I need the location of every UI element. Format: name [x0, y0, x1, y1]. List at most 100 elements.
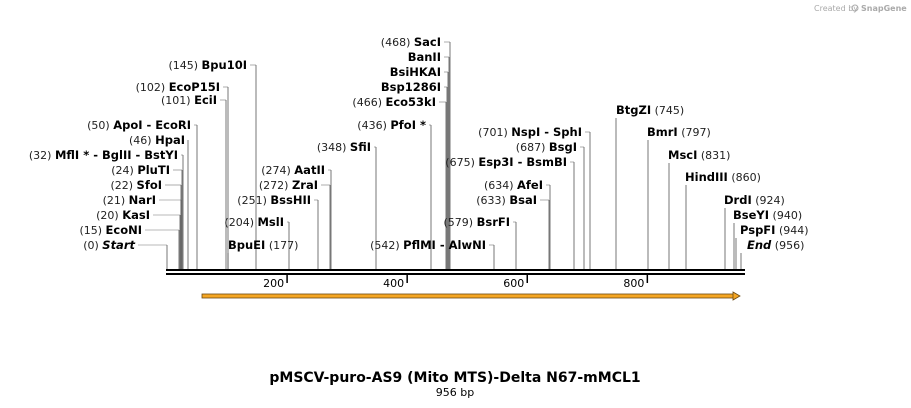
ruler-tick-label: 200	[263, 277, 284, 290]
site-label: (542) PflMI - AlwNI	[370, 238, 486, 252]
ruler-tick-label: 800	[623, 277, 644, 290]
cut-position: (940)	[769, 209, 802, 222]
site-label-text: BmrI (797)	[647, 125, 711, 139]
cut-position: (145)	[168, 59, 201, 72]
site-label: BanII	[408, 50, 441, 64]
feature-track	[201, 291, 741, 301]
enzyme-name: BsaI	[509, 193, 537, 207]
site-label-text: (468) SacI	[381, 35, 441, 49]
site-label: (102) EcoP15I	[136, 80, 220, 94]
cut-position: (251)	[237, 194, 270, 207]
cut-position: (956)	[771, 239, 804, 252]
enzyme-name: BsiHKAI	[390, 65, 441, 79]
map-length: 956 bp	[436, 386, 474, 399]
site-label-text: (101) EciI	[161, 93, 217, 107]
site-label-text: Bsp1286I	[381, 80, 441, 94]
site-label-text: BtgZI (745)	[616, 103, 684, 117]
site-label-text: (687) BsgI	[516, 140, 577, 154]
enzyme-name: ZraI	[292, 178, 318, 192]
site-label-text: (24) PluTI	[111, 163, 170, 177]
ruler-tick-label: 400	[383, 277, 404, 290]
enzyme-name: HindIII	[685, 170, 728, 184]
site-label-text: BpuEI (177)	[228, 238, 298, 252]
enzyme-name: KasI	[122, 208, 150, 222]
enzyme-name: Esp3I	[478, 155, 513, 169]
enzyme-name: SfoI	[137, 178, 162, 192]
cut-position: (860)	[728, 171, 761, 184]
site-label: (101) EciI	[161, 93, 217, 107]
enzyme-name: MscI	[668, 148, 697, 162]
site-separator: -	[143, 118, 156, 132]
site-separator: -	[540, 125, 553, 139]
enzyme-name: BmrI	[647, 125, 678, 139]
cut-position: (745)	[651, 104, 684, 117]
cut-position: (701)	[478, 126, 511, 139]
enzyme-name: BpuEI	[228, 238, 265, 252]
site-label: (466) Eco53kI	[352, 95, 436, 109]
site-label: (701) NspI - SphI	[478, 125, 582, 139]
enzyme-name: BglII	[102, 148, 132, 162]
cut-position: (101)	[161, 94, 194, 107]
site-label: End (956)	[747, 238, 804, 252]
enzyme-name: EcoP15I	[169, 80, 220, 94]
enzyme-name: End	[747, 238, 772, 252]
site-label: (675) Esp3I - BsmBI	[445, 155, 567, 169]
cut-position: (24)	[111, 164, 137, 177]
cut-position: (579)	[444, 216, 477, 229]
site-label: (579) BsrFI	[444, 215, 511, 229]
cut-position: (944)	[775, 224, 808, 237]
site-label-text: (46) HpaI	[129, 133, 185, 147]
site-label: BpuEI (177)	[228, 238, 298, 252]
cut-position: (797)	[678, 126, 711, 139]
site-label-text: (50) ApoI - EcoRI	[87, 118, 191, 132]
enzyme-name: MflI *	[55, 148, 89, 162]
site-label-text: (20) KasI	[96, 208, 150, 222]
enzyme-name: Eco53kI	[385, 95, 436, 109]
orf-feature-body	[201, 293, 735, 299]
site-label: (204) MslI	[224, 215, 284, 229]
site-label-text: (633) BsaI	[476, 193, 537, 207]
sequence-ruler	[166, 269, 745, 275]
enzyme-name: AatII	[294, 163, 325, 177]
enzyme-name: BsmBI	[526, 155, 567, 169]
site-label-text: (0) Start	[83, 238, 135, 252]
site-label-text: BsiHKAI	[390, 65, 441, 79]
site-label: (251) BssHII	[237, 193, 311, 207]
cut-position: (687)	[516, 141, 549, 154]
site-label: (32) MflI * - BglII - BstYI	[29, 148, 178, 162]
cut-position: (542)	[370, 239, 403, 252]
site-leader-lines	[138, 41, 742, 269]
ruler-ticks: 200 400 600 800	[263, 275, 649, 290]
cut-position: (102)	[136, 81, 169, 94]
enzyme-name: BsgI	[549, 140, 577, 154]
enzyme-name: ApoI	[113, 118, 142, 132]
site-label: DrdI (924)	[724, 193, 785, 207]
site-label-text: BanII	[408, 50, 441, 64]
enzyme-name: HpaI	[155, 133, 185, 147]
enzyme-name: AfeI	[517, 178, 543, 192]
site-label-text: PspFI (944)	[740, 223, 809, 237]
enzyme-name: BsrFI	[477, 215, 510, 229]
cut-position: (274)	[261, 164, 294, 177]
backbone-top-strand	[166, 269, 745, 271]
site-label: (20) KasI	[96, 208, 150, 222]
site-label: (468) SacI	[381, 35, 441, 49]
site-label: (22) SfoI	[110, 178, 162, 192]
site-label: BseYI (940)	[733, 208, 802, 222]
site-label-text: (542) PflMI - AlwNI	[370, 238, 486, 252]
site-label: (15) EcoNI	[79, 223, 142, 237]
site-label-text: (436) PfoI *	[357, 118, 426, 132]
site-label: (272) ZraI	[259, 178, 318, 192]
site-label: BtgZI (745)	[616, 103, 684, 117]
site-separator: -	[132, 148, 145, 162]
site-label-text: (675) Esp3I - BsmBI	[445, 155, 567, 169]
cut-position: (204)	[224, 216, 257, 229]
site-label: (687) BsgI	[516, 140, 577, 154]
cut-position: (348)	[317, 141, 350, 154]
site-label: (634) AfeI	[484, 178, 543, 192]
site-label-text: HindIII (860)	[685, 170, 761, 184]
site-label: (46) HpaI	[129, 133, 185, 147]
site-label: Bsp1286I	[381, 80, 441, 94]
site-label-text: (32) MflI * - BglII - BstYI	[29, 148, 178, 162]
